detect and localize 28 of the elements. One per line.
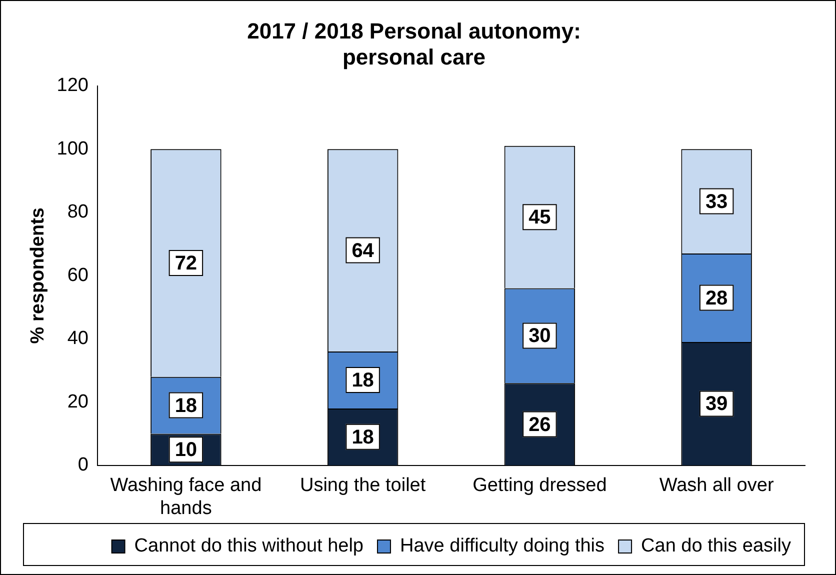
- data-label: 28: [705, 287, 728, 310]
- y-tick-label: 60: [67, 264, 88, 286]
- legend-label: Have difficulty doing this: [400, 536, 605, 557]
- y-tick-label: 0: [78, 454, 88, 476]
- data-label: 18: [352, 426, 374, 448]
- data-label: 64: [352, 240, 375, 262]
- y-tick-label: 80: [67, 202, 88, 223]
- data-label: 33: [705, 190, 728, 213]
- chart-title: 2017 / 2018 Personal autonomy: personal care: [247, 18, 581, 70]
- y-tick-label: 100: [56, 138, 88, 160]
- y-tick-label: 40: [67, 328, 88, 350]
- legend-label: Cannot do this without help: [134, 536, 364, 557]
- x-tick-label: Washing face and hands: [110, 475, 262, 519]
- data-label: 45: [528, 206, 551, 229]
- x-tick-label: Wash all over: [659, 475, 774, 496]
- data-label: 26: [528, 414, 551, 436]
- y-tick-label: 120: [56, 75, 88, 96]
- data-label: 18: [352, 370, 374, 392]
- x-tick-label: Using the toilet: [300, 475, 426, 496]
- data-label: 18: [174, 394, 198, 417]
- legend-label: Can do this easily: [641, 536, 792, 557]
- y-tick-label: 20: [67, 391, 88, 412]
- y-axis-title: % respondents: [28, 208, 49, 344]
- data-label: 72: [174, 252, 198, 274]
- data-label: 10: [174, 439, 198, 462]
- data-label: 39: [705, 393, 728, 416]
- data-label: 30: [528, 325, 551, 348]
- x-tick-label: Getting dressed: [472, 475, 607, 496]
